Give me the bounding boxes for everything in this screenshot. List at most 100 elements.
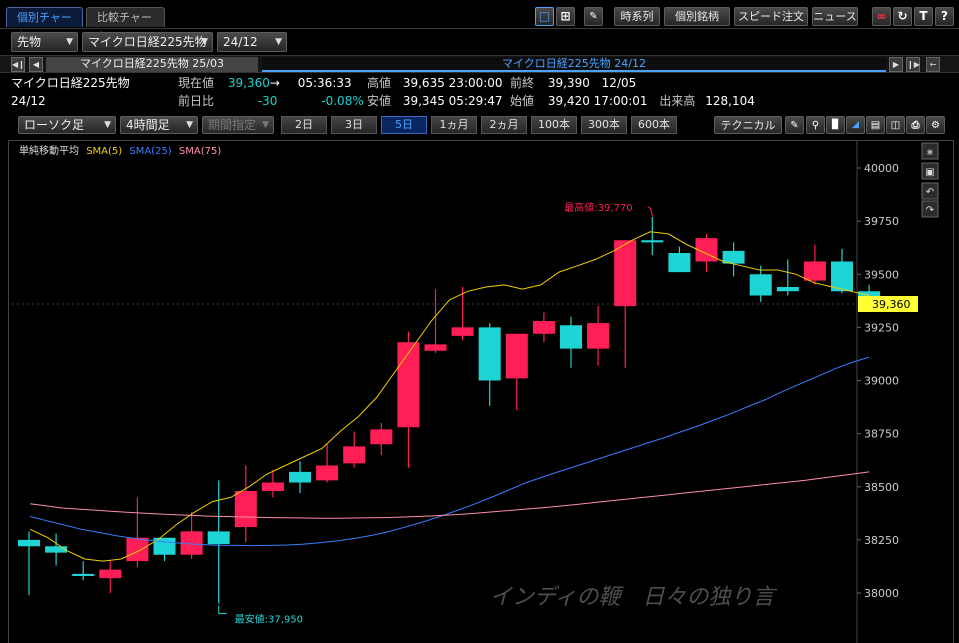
tab-individual-chart[interactable]: 個別チャート xyxy=(6,7,83,43)
candle-body xyxy=(505,333,528,379)
y-tick-label: 39000 xyxy=(864,375,899,388)
instrument-name-block: マイクロ日経225先物 24/12 xyxy=(11,74,130,110)
sma25-line xyxy=(29,356,870,547)
chevron-down-icon: ▼ xyxy=(104,120,111,130)
quad-chart-icon[interactable]: ⊞ xyxy=(556,7,575,26)
draw-icon[interactable]: ✎ xyxy=(584,7,603,26)
back-icon[interactable]: ← xyxy=(926,57,940,72)
low-marker-arrow xyxy=(218,605,227,615)
prev-close-label: 前終 xyxy=(510,76,535,90)
contract-current-label: マイクロ日経225先物 24/12 xyxy=(502,57,646,70)
open-value: 39,420 xyxy=(547,94,590,108)
y-tick-label: 40000 xyxy=(864,162,899,175)
change-value: -30 xyxy=(257,94,278,108)
period-button[interactable]: 300本 xyxy=(581,116,627,134)
candle-body xyxy=(289,471,311,483)
individual-stock-button[interactable]: 個別銘柄 xyxy=(664,7,730,26)
timeseries-button[interactable]: 時系列 xyxy=(614,7,660,26)
last-contract-icon[interactable]: ❙▶ xyxy=(906,57,920,72)
undo-icon: ↶ xyxy=(926,187,934,198)
single-chart-icon[interactable]: □ xyxy=(535,7,554,26)
text-icon[interactable]: T xyxy=(914,7,933,26)
prev-contract-icon[interactable]: ◀ xyxy=(29,57,43,72)
contract-select[interactable]: 24/12 ▼ xyxy=(217,32,287,52)
bar-chart-icon[interactable]: ▉ xyxy=(826,116,845,134)
print-icon[interactable]: ⎙ xyxy=(906,116,925,134)
high-marker-arrow xyxy=(648,206,653,216)
candle-body xyxy=(72,573,95,576)
volume-label: 出来高 xyxy=(659,94,696,108)
open-time: 17:00:01 xyxy=(593,94,648,108)
undo-icon-box[interactable] xyxy=(921,182,939,200)
chart-frame xyxy=(8,140,954,643)
instrument-name: マイクロ日経225先物 xyxy=(11,76,130,90)
period-range-value: 期間指定 xyxy=(208,118,257,132)
prev-close-date: 12/05 xyxy=(601,76,637,90)
market-select[interactable]: 先物 ▼ xyxy=(11,32,78,52)
y-tick-label: 38250 xyxy=(864,534,899,547)
area-chart-icon[interactable]: ◢ xyxy=(846,116,865,134)
instrument-month: 24/12 xyxy=(11,94,46,108)
change-pct: -0.08% xyxy=(321,94,364,108)
period-range-select[interactable]: 期間指定 ▼ xyxy=(202,116,274,134)
legend-sma25: SMA(25) xyxy=(129,146,172,157)
document-icon[interactable]: ▤ xyxy=(866,116,885,134)
first-contract-icon[interactable]: ◀❙ xyxy=(11,57,25,72)
period-button[interactable]: 1ヵ月 xyxy=(431,116,477,134)
link-icon[interactable]: ∞ xyxy=(872,7,891,26)
period-button[interactable]: 600本 xyxy=(631,116,677,134)
period-button[interactable]: 2日 xyxy=(281,116,327,134)
chevron-down-icon: ▼ xyxy=(66,37,73,47)
zoom-icon[interactable]: ⚲ xyxy=(806,116,825,134)
contract-current[interactable]: マイクロ日経225先物 24/12 xyxy=(262,57,886,72)
candle-body xyxy=(451,327,474,336)
speed-order-button[interactable]: スピード注文 xyxy=(734,7,808,26)
y-tick-label: 39500 xyxy=(864,268,899,281)
draw-icon[interactable]: ✎ xyxy=(785,116,804,134)
y-tick-label: 39250 xyxy=(864,321,899,334)
y-tick-label: 38500 xyxy=(864,481,899,494)
chart-style-value: ローソク足 xyxy=(24,118,85,132)
candle-body xyxy=(749,274,772,296)
technical-button[interactable]: テクニカル xyxy=(714,116,782,134)
refresh-icon[interactable]: ↻ xyxy=(893,7,912,26)
news-button[interactable]: ニュース xyxy=(812,7,858,26)
contract-prev[interactable]: マイクロ日経225先物 25/03 xyxy=(46,57,258,72)
quote-current: 現在値 39,360→ 05:36:33 前日比 -30 -0.08% xyxy=(178,74,364,110)
last-price-tag xyxy=(858,296,918,312)
quote-high-low: 高値 39,635 23:00:00 安値 39,345 05:29:47 xyxy=(367,74,503,110)
legend-title: 単純移動平均 xyxy=(19,146,79,157)
current-price: 39,360 xyxy=(227,76,270,90)
lock-icon-box[interactable] xyxy=(921,162,939,180)
candle-body xyxy=(316,465,339,481)
y-tick-label: 38000 xyxy=(864,587,899,600)
lock-icon: ▣ xyxy=(925,167,934,178)
change-label: 前日比 xyxy=(178,94,215,108)
redo-icon-box[interactable] xyxy=(921,200,939,218)
help-icon[interactable]: ? xyxy=(935,7,954,26)
candle-body xyxy=(831,261,853,292)
chevron-down-icon: ▼ xyxy=(201,37,208,47)
period-button[interactable]: 5日 xyxy=(381,116,427,134)
period-button[interactable]: 100本 xyxy=(531,116,577,134)
candle-body xyxy=(207,531,230,545)
period-button[interactable]: 2ヵ月 xyxy=(481,116,527,134)
interval-select[interactable]: 4時間足 ▼ xyxy=(120,116,198,134)
last-price-label: 39,360 xyxy=(872,298,911,311)
y-tick-label: 38750 xyxy=(864,428,899,441)
high-annotation: 最高値:39,770 xyxy=(564,201,632,214)
period-button[interactable]: 3日 xyxy=(331,116,377,134)
contract-nav: ◀❙ ◀ マイクロ日経225先物 25/03 マイクロ日経225先物 24/12… xyxy=(0,55,959,73)
low-label: 安値 xyxy=(367,94,392,108)
instrument-select[interactable]: マイクロ日経225先物 ▼ xyxy=(82,32,213,52)
low-value: 39,345 xyxy=(402,94,445,108)
candle-body xyxy=(126,537,149,562)
candle-body xyxy=(641,240,664,243)
collapse-icon-box[interactable] xyxy=(921,142,939,160)
settings-icon[interactable]: ⚙ xyxy=(926,116,945,134)
open-label: 始値 xyxy=(510,94,535,108)
chart-style-select[interactable]: ローソク足 ▼ xyxy=(18,116,116,134)
folder-icon[interactable]: ◫ xyxy=(886,116,905,134)
next-contract-icon[interactable]: ▶ xyxy=(889,57,903,72)
